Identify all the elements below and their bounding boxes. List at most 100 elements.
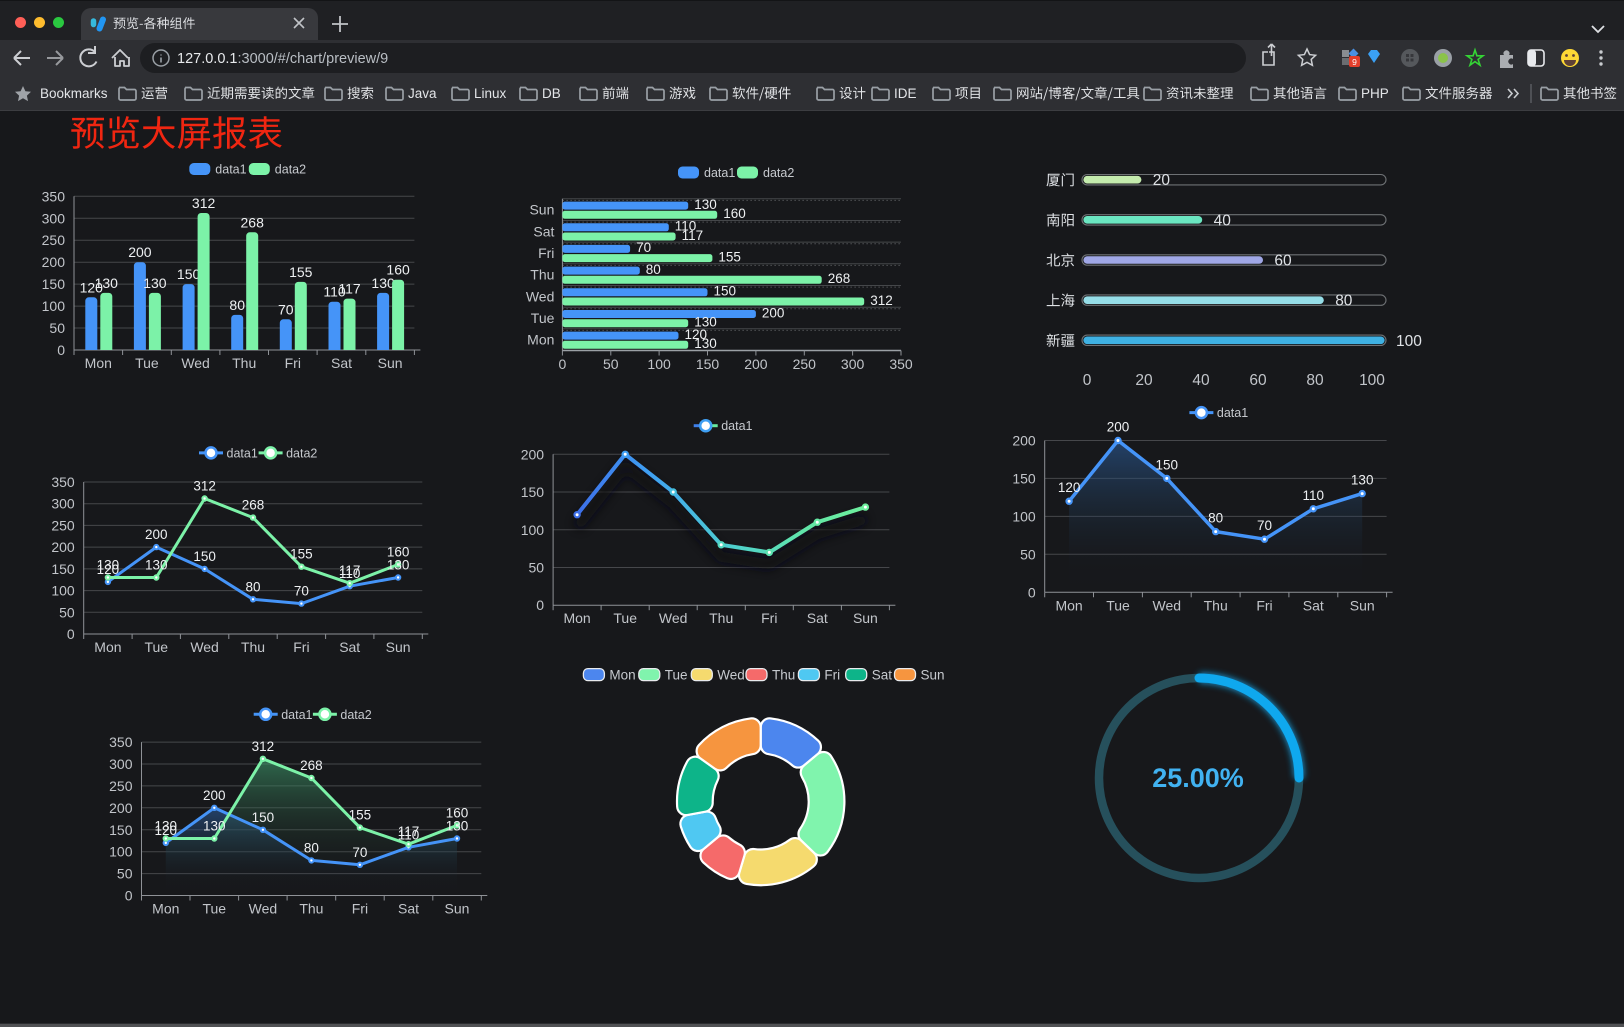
svg-text:160: 160 [446, 805, 469, 820]
svg-text:Fri: Fri [761, 610, 777, 626]
svg-text:100: 100 [42, 298, 66, 314]
svg-text:120: 120 [80, 279, 104, 295]
svg-text:Thu: Thu [299, 901, 323, 917]
svg-text:100: 100 [1012, 508, 1036, 524]
svg-text:70: 70 [352, 845, 367, 860]
svg-text:120: 120 [155, 823, 178, 838]
svg-text:160: 160 [387, 545, 410, 560]
svg-text:150: 150 [1012, 470, 1036, 486]
svg-text:130: 130 [387, 558, 410, 573]
svg-text:data2: data2 [763, 166, 794, 180]
svg-text:Tue: Tue [135, 355, 159, 371]
svg-text:Tue: Tue [665, 668, 688, 683]
svg-text:Sat: Sat [872, 668, 893, 683]
svg-text:Fri: Fri [538, 245, 554, 261]
svg-text:130: 130 [694, 336, 717, 351]
svg-text:0: 0 [559, 356, 567, 372]
svg-text:155: 155 [290, 547, 313, 562]
svg-text:268: 268 [828, 271, 851, 286]
svg-text:Sun: Sun [853, 610, 878, 626]
svg-text:Mon: Mon [527, 332, 554, 348]
svg-text:Fri: Fri [352, 901, 368, 917]
svg-text:117: 117 [682, 228, 704, 243]
svg-text:100: 100 [521, 522, 545, 538]
svg-text:Wed: Wed [181, 355, 210, 371]
svg-text:Fri: Fri [1256, 597, 1272, 613]
svg-text:200: 200 [521, 446, 545, 462]
svg-text:200: 200 [42, 254, 66, 270]
svg-text:Mon: Mon [1055, 597, 1082, 613]
svg-text:Wed: Wed [190, 639, 219, 655]
svg-text:40: 40 [1214, 212, 1232, 229]
svg-text:250: 250 [42, 232, 66, 248]
svg-text:80: 80 [1208, 511, 1223, 526]
svg-text:100: 100 [109, 844, 133, 860]
svg-text:117: 117 [398, 824, 420, 839]
svg-text:Mon: Mon [609, 668, 635, 683]
svg-text:200: 200 [1012, 433, 1036, 449]
svg-text:Sat: Sat [339, 639, 360, 655]
svg-text:70: 70 [278, 301, 294, 317]
svg-text:155: 155 [349, 808, 372, 823]
svg-text:Mon: Mon [94, 639, 121, 655]
svg-text:200: 200 [109, 800, 133, 816]
svg-text:200: 200 [145, 527, 168, 542]
svg-text:150: 150 [714, 284, 737, 299]
svg-text:130: 130 [694, 197, 717, 212]
svg-text:110: 110 [1303, 488, 1325, 503]
svg-text:Thu: Thu [1204, 597, 1228, 613]
svg-text:100: 100 [1359, 372, 1385, 389]
svg-text:Sun: Sun [386, 639, 411, 655]
svg-text:130: 130 [143, 275, 167, 291]
svg-text:350: 350 [51, 474, 75, 490]
svg-text:40: 40 [1192, 372, 1210, 389]
svg-text:117: 117 [339, 563, 361, 578]
svg-text:IDE: IDE [894, 86, 917, 101]
svg-text:70: 70 [294, 584, 309, 599]
svg-text:130: 130 [97, 558, 120, 573]
svg-text:0: 0 [1083, 372, 1092, 389]
svg-text:150: 150 [252, 810, 275, 825]
svg-text:60: 60 [1274, 253, 1292, 270]
svg-text:0: 0 [57, 342, 65, 358]
svg-text:80: 80 [646, 262, 661, 277]
svg-text:110: 110 [339, 566, 361, 581]
svg-text:60: 60 [1249, 372, 1267, 389]
svg-text:150: 150 [521, 484, 545, 500]
svg-text:80: 80 [229, 297, 245, 313]
svg-text:Sat: Sat [398, 901, 419, 917]
svg-text:150: 150 [109, 822, 133, 838]
svg-text:data1: data1 [227, 446, 258, 460]
svg-text:120: 120 [685, 327, 708, 342]
svg-text:Thu: Thu [772, 668, 795, 683]
svg-text:0: 0 [125, 888, 133, 904]
svg-text:100: 100 [647, 356, 671, 372]
svg-text:data1: data1 [215, 163, 246, 177]
svg-text:Mon: Mon [563, 610, 590, 626]
svg-text:250: 250 [793, 356, 817, 372]
svg-text:50: 50 [1020, 546, 1036, 562]
svg-text:130: 130 [95, 275, 119, 291]
svg-text:Fri: Fri [285, 355, 301, 371]
svg-text:80: 80 [245, 579, 260, 594]
svg-text:Sun: Sun [445, 901, 470, 917]
svg-text:312: 312 [193, 479, 216, 494]
svg-text:130: 130 [694, 315, 717, 330]
svg-text:150: 150 [42, 276, 66, 292]
svg-text:80: 80 [1335, 293, 1353, 310]
svg-text:250: 250 [109, 778, 133, 794]
svg-text:Linux: Linux [474, 86, 507, 101]
svg-text:80: 80 [1306, 372, 1324, 389]
svg-text:312: 312 [192, 195, 216, 211]
svg-text:200: 200 [1107, 420, 1130, 435]
svg-text:Thu: Thu [530, 267, 554, 283]
svg-text:50: 50 [59, 604, 75, 620]
svg-text:155: 155 [718, 249, 741, 264]
svg-text:300: 300 [841, 356, 865, 372]
svg-text:0: 0 [1028, 584, 1036, 600]
svg-text:0: 0 [536, 597, 544, 613]
svg-text:110: 110 [675, 219, 697, 234]
svg-text:Sat: Sat [533, 223, 554, 239]
svg-text:110: 110 [398, 827, 420, 842]
svg-text:data1: data1 [1217, 406, 1248, 420]
